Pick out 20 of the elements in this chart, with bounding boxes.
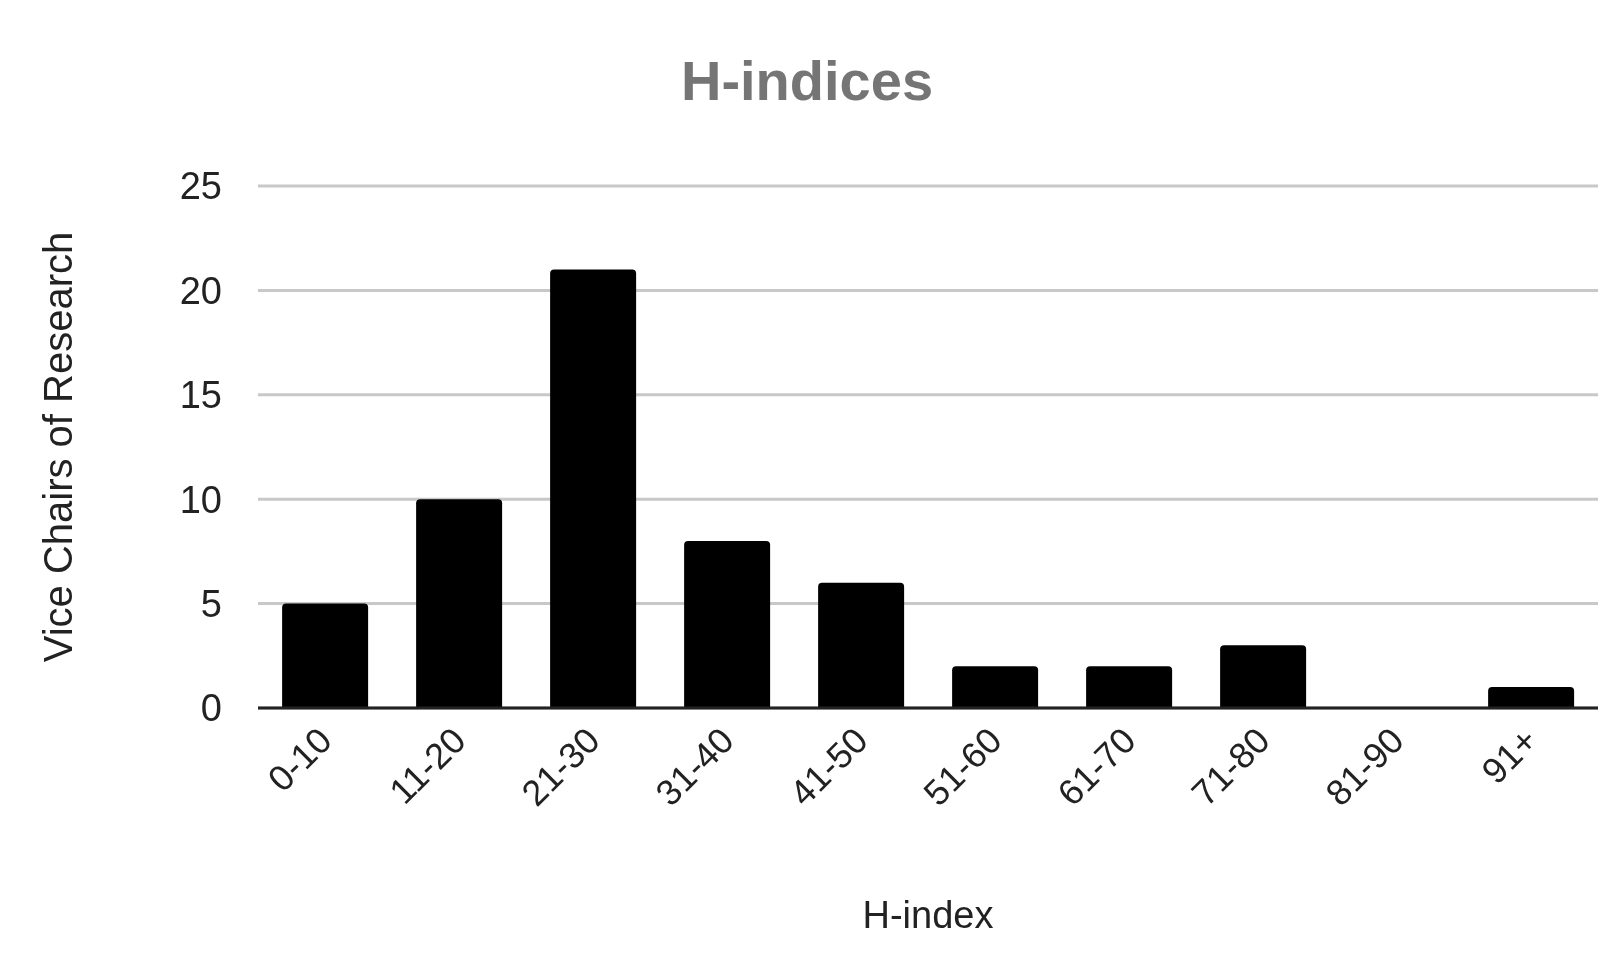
y-tick-label: 0 [200, 687, 222, 730]
x-axis-title: H-index [862, 894, 994, 936]
bar [416, 499, 503, 708]
y-tick-label: 15 [179, 374, 222, 417]
bar [684, 540, 771, 708]
bar [1220, 645, 1307, 708]
y-tick-label: 5 [200, 583, 222, 626]
x-tick-label: 0-10 [259, 719, 340, 800]
y-tick-label: 10 [179, 478, 222, 521]
bar [818, 582, 905, 708]
chart-title: H-indices [679, 48, 935, 113]
bar [952, 666, 1039, 708]
y-tick-label: 25 [179, 165, 222, 208]
y-axis-title: Vice Chairs of Research [36, 231, 81, 663]
bar [550, 269, 637, 708]
bar [282, 603, 369, 708]
bar [1488, 687, 1575, 708]
y-tick-label: 20 [179, 269, 222, 312]
bar [1086, 666, 1173, 708]
x-tick-label: 91+ [1473, 719, 1546, 792]
